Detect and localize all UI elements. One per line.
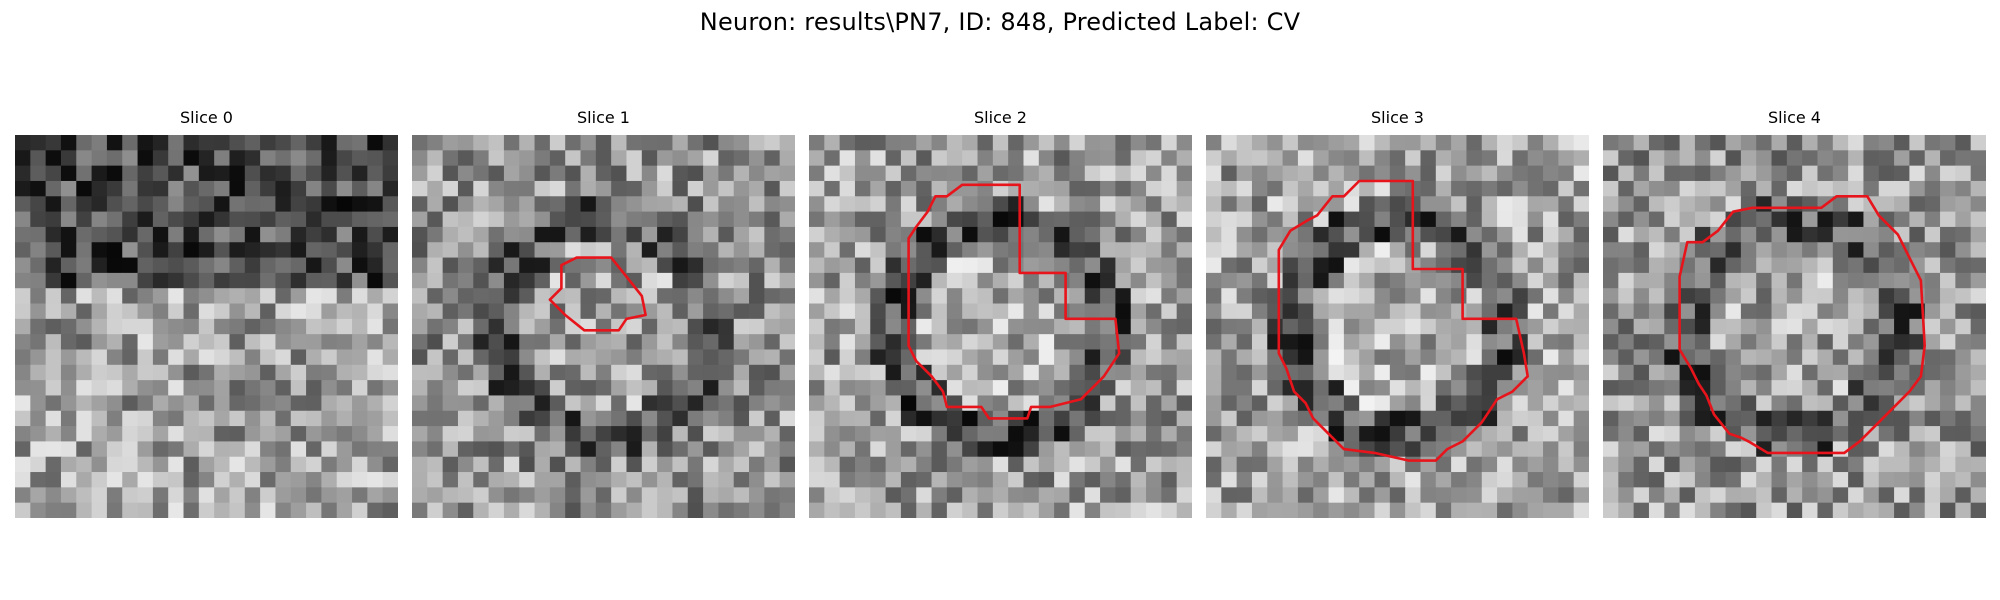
cell-contour — [1678, 194, 1927, 455]
cell-contour — [907, 183, 1121, 420]
pixel-texture — [809, 135, 1192, 518]
slice-image — [1206, 135, 1589, 518]
cell-contour — [1277, 179, 1530, 462]
slice-panel-0: Slice 0 — [15, 108, 398, 518]
pixel-texture — [412, 135, 795, 518]
slice-panel-3: Slice 3 — [1206, 108, 1589, 518]
slice-title: Slice 3 — [1371, 108, 1424, 127]
pixel-texture — [1206, 135, 1589, 518]
slice-panel-4: Slice 4 — [1603, 108, 1986, 518]
slice-image — [809, 135, 1192, 518]
pixel-texture — [15, 135, 398, 518]
slice-title: Slice 1 — [577, 108, 630, 127]
slice-image — [412, 135, 795, 518]
slice-panel-2: Slice 2 — [809, 108, 1192, 518]
slice-image — [1603, 135, 1986, 518]
cell-contour — [548, 256, 647, 332]
slice-image — [15, 135, 398, 518]
slice-title: Slice 4 — [1768, 108, 1821, 127]
pixel-texture — [1603, 135, 1986, 518]
slice-title: Slice 0 — [180, 108, 233, 127]
slice-title: Slice 2 — [974, 108, 1027, 127]
figure-title: Neuron: results\PN7, ID: 848, Predicted … — [699, 8, 1301, 36]
slice-panel-1: Slice 1 — [412, 108, 795, 518]
